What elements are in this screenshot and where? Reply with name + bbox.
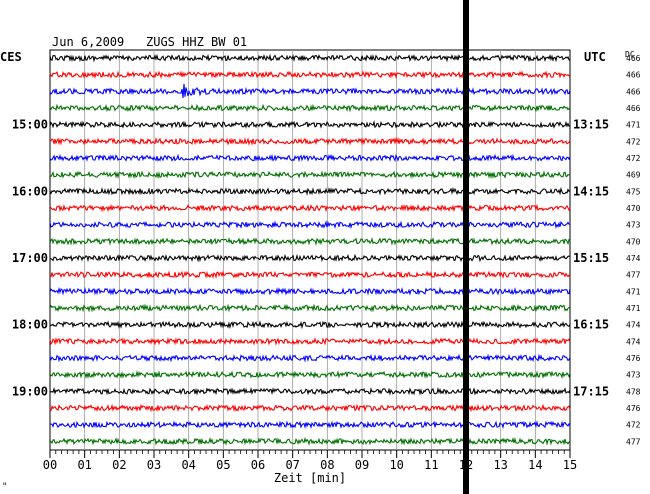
dc-value-18: 474	[626, 337, 641, 346]
x-tick-label: 04	[181, 458, 195, 472]
dc-value-17: 474	[626, 321, 641, 330]
right-time-label: 17:15	[573, 384, 609, 398]
dc-value-23: 472	[626, 421, 641, 430]
dc-value-15: 471	[626, 287, 641, 296]
dc-value-13: 474	[626, 254, 641, 263]
right-time-label: 15:15	[573, 251, 609, 265]
trace-row-4	[49, 103, 571, 113]
dc-value-8: 469	[626, 171, 641, 180]
dc-value-14: 477	[626, 271, 641, 280]
trace-row-21	[49, 386, 571, 396]
x-tick-label: 01	[77, 458, 91, 472]
dc-value-6: 472	[626, 137, 641, 146]
trace-row-12	[49, 237, 571, 246]
x-tick-label: 05	[216, 458, 230, 472]
dc-value-1: 466	[626, 54, 641, 63]
left-hour-label: 18:00	[12, 318, 48, 332]
dc-value-3: 466	[626, 87, 641, 96]
x-tick-label: 00	[43, 458, 57, 472]
chart-marks: 466 466 466 466 471 472 472 469 475 470 473 470 474 4…	[12, 0, 641, 494]
trace-row-16	[49, 303, 571, 313]
trace-row-20	[49, 370, 571, 380]
dc-value-11: 473	[626, 221, 641, 230]
dc-value-22: 476	[626, 404, 641, 413]
x-tick-label: 07	[285, 458, 299, 472]
dc-value-20: 473	[626, 371, 641, 380]
trace-row-3	[49, 83, 571, 99]
x-tick-label: 13	[493, 458, 507, 472]
trace-row-6	[49, 136, 571, 146]
trace-row-7	[49, 153, 571, 163]
x-tick-label: 15	[563, 458, 577, 472]
dc-value-4: 466	[626, 104, 641, 113]
dc-value-19: 476	[626, 354, 641, 363]
right-time-label: 13:15	[573, 118, 609, 132]
trace-row-2	[49, 70, 571, 80]
trace-row-22	[49, 403, 571, 413]
dc-value-10: 470	[626, 204, 641, 213]
trace-row-24	[49, 436, 571, 446]
dc-value-9: 475	[626, 187, 641, 196]
trace-row-5	[49, 120, 571, 129]
dc-column-header: DC	[625, 50, 635, 59]
x-tick-label: 02	[112, 458, 126, 472]
left-hour-label: 15:00	[12, 118, 48, 132]
left-hour-label: 19:00	[12, 384, 48, 398]
left-hour-label: 16:00	[12, 184, 48, 198]
left-hour-label: 17:00	[12, 251, 48, 265]
trace-row-17	[49, 320, 571, 330]
trace-row-19	[49, 353, 571, 363]
trace-row-15	[49, 286, 571, 296]
x-axis-title: Zeit [min]	[274, 471, 346, 485]
trace-row-18	[49, 337, 571, 346]
dc-value-2: 466	[626, 71, 641, 80]
trace-row-1	[49, 53, 571, 63]
x-tick-label: 11	[424, 458, 438, 472]
header-station: ZUGS HHZ BW 01	[146, 35, 247, 49]
seismic-traces	[49, 53, 571, 446]
x-tick-label: 06	[251, 458, 265, 472]
right-timezone-label: UTC	[584, 50, 606, 64]
left-timezone-label: CES	[0, 50, 22, 64]
header-date: Jun 6,2009	[52, 35, 124, 49]
trace-row-8	[49, 170, 571, 180]
x-tick-label: 03	[147, 458, 161, 472]
trace-row-23	[49, 420, 571, 430]
x-tick-label: 10	[389, 458, 403, 472]
dc-value-7: 472	[626, 154, 641, 163]
trace-row-13	[49, 253, 571, 263]
trace-row-10	[49, 203, 571, 213]
x-tick-label: 08	[320, 458, 334, 472]
corner-mark: "	[2, 482, 7, 492]
right-time-label: 14:15	[573, 184, 609, 198]
dc-value-5: 471	[626, 121, 641, 130]
dc-value-24: 477	[626, 437, 641, 446]
trace-row-14	[50, 270, 571, 279]
x-tick-label: 14	[528, 458, 542, 472]
dc-value-21: 478	[626, 387, 641, 396]
dc-value-16: 471	[626, 304, 641, 313]
dc-value-12: 470	[626, 237, 641, 246]
right-time-label: 16:15	[573, 318, 609, 332]
trace-row-9	[49, 186, 571, 196]
trace-row-11	[49, 220, 571, 230]
x-tick-label: 09	[355, 458, 369, 472]
